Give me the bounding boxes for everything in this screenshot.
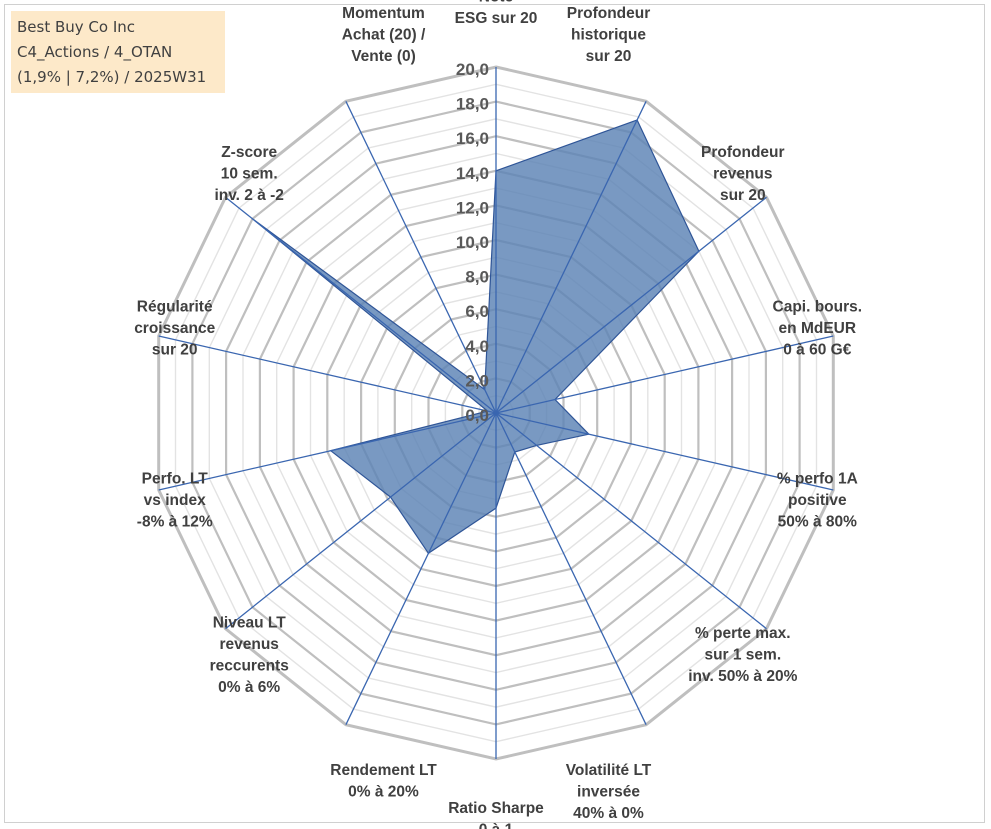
axis-label: Profondeur historique sur 20: [567, 5, 651, 65]
tick-label: 10,0: [456, 233, 489, 252]
axis-spoke: [225, 412, 497, 630]
tick-label: 20,0: [456, 60, 489, 79]
tick-label: 16,0: [456, 129, 489, 148]
axis-spoke: [495, 412, 834, 491]
axis-label: Capi. bours. en MdEUR 0 à 60 G€: [773, 299, 863, 359]
axis-label: Rendement LT 0% à 20%: [330, 762, 437, 801]
axis-label: % perte max. sur 1 sem. inv. 50% à 20%: [688, 625, 797, 685]
axis-spoke: [225, 196, 497, 414]
axis-label: NoteESG sur 20: [455, 0, 538, 27]
tick-label: 14,0: [456, 164, 489, 183]
axis-label: % perfo 1A positive 50% à 80%: [777, 470, 858, 530]
axis-label: Ratio Sharpe0 à 1: [448, 800, 544, 829]
title-line-stats: (1,9% | 7,2%) / 2025W31: [17, 68, 207, 86]
axis-spoke: [495, 335, 834, 414]
title-line-category: C4_Actions / 4_OTAN: [17, 43, 173, 61]
tick-label: 8,0: [465, 268, 489, 287]
axis-spoke: [345, 101, 497, 414]
tick-label: 2,0: [465, 371, 489, 390]
tick-label: 0,0: [465, 406, 489, 425]
axis-spoke: [495, 412, 647, 725]
axis-spoke: [495, 412, 767, 630]
axis-spoke: [345, 412, 497, 725]
axis-spoke: [495, 196, 767, 414]
tick-label: 4,0: [465, 337, 489, 356]
axis-label: Momentum Achat (20) / Vente (0): [342, 5, 426, 65]
tick-label: 18,0: [456, 95, 489, 114]
axis-label: Perfo. LT vs index -8% à 12%: [137, 470, 213, 530]
title-line-company: Best Buy Co Inc: [17, 18, 136, 36]
tick-label: 6,0: [465, 302, 489, 321]
axis-spoke: [158, 335, 497, 414]
chart-title-box: Best Buy Co Inc C4_Actions / 4_OTAN (1,9…: [11, 11, 225, 93]
axis-label: Profondeur revenus sur 20: [701, 144, 785, 204]
axis-label: Niveau LT revenus reccurents 0% à 6%: [210, 614, 289, 696]
axis-label: Volatilité LT inversée 40% à 0%: [566, 762, 652, 822]
tick-label: 12,0: [456, 198, 489, 217]
axis-spoke: [495, 101, 647, 414]
axis-label: Régularité croissance sur 20: [134, 299, 215, 359]
axis-spoke: [158, 412, 497, 491]
axis-label: Z-score 10 sem. inv. 2 à -2: [214, 144, 284, 204]
